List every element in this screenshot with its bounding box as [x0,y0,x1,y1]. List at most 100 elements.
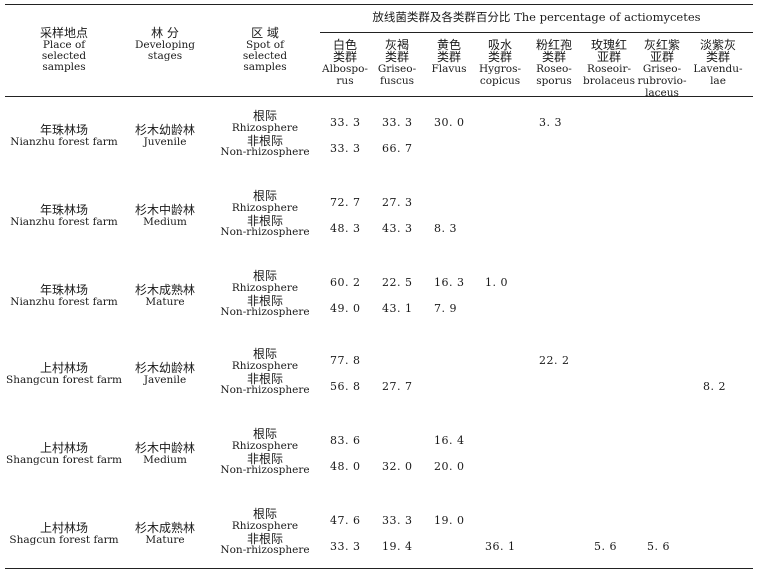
stage-name-en: Juvenile [143,136,187,148]
non-rhizosphere-value: 19. 4 [382,540,413,553]
column-header-cn: 黄色 [436,38,461,52]
non-rhizosphere-value: 36. 1 [485,540,516,553]
rhizosphere-value: 33. 3 [382,116,413,129]
non-rhizosphere-value: 7. 9 [434,302,457,315]
column-header-en: Griseo- [642,63,682,75]
column-header-cn: 灰褐 [384,38,409,52]
stage-name-en: Mature [145,296,185,308]
rhizosphere-value: 33. 3 [330,116,361,129]
rhizosphere-label-en: Rhizosphere [231,440,299,452]
column-header-en: Lavendu- [693,63,743,75]
non-rhizosphere-value: 33. 3 [330,540,361,553]
rhizosphere-label-en: Rhizosphere [231,282,299,294]
column-header-en: sporus [536,75,572,87]
column-header-en: Roseo- [536,63,572,75]
non-rhizosphere-value: 49. 0 [330,302,361,315]
rhizosphere-value: 83. 6 [330,434,361,447]
column-header-cn: 亚群 [649,50,674,64]
column-header-cn: 类群 [436,50,461,64]
column-header-en: brolaceus [583,75,635,87]
non-rhizosphere-value: 48. 3 [330,222,361,235]
rhizosphere-value: 77. 8 [330,354,361,367]
rhizosphere-label-cn: 根际 [252,507,277,521]
non-rhizosphere-value: 32. 0 [382,460,413,473]
column-header-cn: 白色 [332,38,357,52]
non-rhizosphere-value: 27. 7 [382,380,413,393]
column-header-cn: 粉红孢 [535,38,572,52]
site-name-en: Nianzhu forest farm [10,296,118,308]
column-header-cn: 类群 [541,50,566,64]
non-rhizosphere-label-en: Non-rhizosphere [220,464,310,476]
column-header-en: lae [710,75,726,87]
rhizosphere-label-cn: 根际 [252,347,277,361]
non-rhizosphere-label-en: Non-rhizosphere [220,226,310,238]
non-rhizosphere-value: 43. 1 [382,302,413,315]
non-rhizosphere-label-cn: 非根际 [246,372,283,386]
site-name-en: Shangcun forest farm [6,374,122,386]
column-header-cn: 类群 [384,50,409,64]
stage-name-cn: 杉木中龄林 [134,203,195,217]
non-rhizosphere-label-cn: 非根际 [246,134,283,148]
stage-name-cn: 杉木中龄林 [134,441,195,455]
stage-name-cn: 杉木成熟林 [134,521,195,535]
site-name-cn: 年珠林场 [39,203,88,217]
column-header-en: Roseoir- [586,63,632,75]
rhizosphere-value: 47. 6 [330,514,361,527]
rhizosphere-label-cn: 根际 [252,189,277,203]
site-name-en: Shangcun forest farm [6,454,122,466]
rhizosphere-value: 16. 4 [434,434,465,447]
spot-header-cn: 区 域 [251,26,279,40]
site-name-en: Shagcun forest farm [9,534,119,546]
stage-name-en: Mature [145,534,185,546]
rhizosphere-value: 33. 3 [382,514,413,527]
rhizosphere-value: 22. 5 [382,276,413,289]
rhizosphere-label-cn: 根际 [252,109,277,123]
spot-header-en-0: Spot of [245,39,284,51]
column-header-en: Flavus [431,63,467,75]
column-header-en: Griseo- [377,63,417,75]
rhizosphere-label-en: Rhizosphere [231,520,299,532]
column-header-cn: 类群 [332,50,357,64]
stage-name-en: Medium [143,454,187,466]
rhizosphere-value: 72. 7 [330,196,361,209]
spot-header-en-1: selected [242,50,288,62]
non-rhizosphere-value: 56. 8 [330,380,361,393]
stage-header-en-1: stages [147,50,183,62]
column-header-en: Albospo- [322,63,368,75]
header-bottom-rule [5,96,753,97]
stage-name-cn: 杉木幼龄林 [134,123,195,137]
column-header-cn: 玫瑰红 [590,38,627,52]
non-rhizosphere-value: 66. 7 [382,142,413,155]
column-header-en: laceus [645,87,679,99]
rhizosphere-value: 60. 2 [330,276,361,289]
top-rule [5,4,753,5]
column-header-cn: 吸水 [487,38,512,52]
site-header-en-2: samples [42,61,86,73]
site-header-en-0: Place of [42,39,86,51]
non-rhizosphere-value: 43. 3 [382,222,413,235]
stage-name-en: Medium [143,216,187,228]
non-rhizosphere-label-cn: 非根际 [246,452,283,466]
non-rhizosphere-value: 8. 3 [434,222,457,235]
rhizosphere-label-cn: 根际 [252,427,277,441]
column-header-en: fuscus [379,75,415,87]
group-header-rule [320,32,753,33]
site-name-cn: 年珠林场 [39,283,88,297]
non-rhizosphere-label-en: Non-rhizosphere [220,384,310,396]
stage-name-en: Javenile [143,374,187,386]
non-rhizosphere-label-en: Non-rhizosphere [220,306,310,318]
non-rhizosphere-label-cn: 非根际 [246,294,283,308]
rhizosphere-value: 19. 0 [434,514,465,527]
non-rhizosphere-value: 5. 6 [647,540,670,553]
bottom-rule [5,568,753,569]
site-name-cn: 年珠林场 [39,123,88,137]
stage-header-en-0: Developing [134,39,196,51]
non-rhizosphere-value: 8. 2 [703,380,726,393]
stage-header-cn: 林 分 [151,26,179,40]
rhizosphere-label-en: Rhizosphere [231,360,299,372]
spot-header-en-2: samples [243,61,287,73]
column-header-cn: 类群 [487,50,512,64]
group-title: 放线菌类群及各类群百分比 The percentage of actiomyce… [372,10,701,24]
rhizosphere-value: 16. 3 [434,276,465,289]
